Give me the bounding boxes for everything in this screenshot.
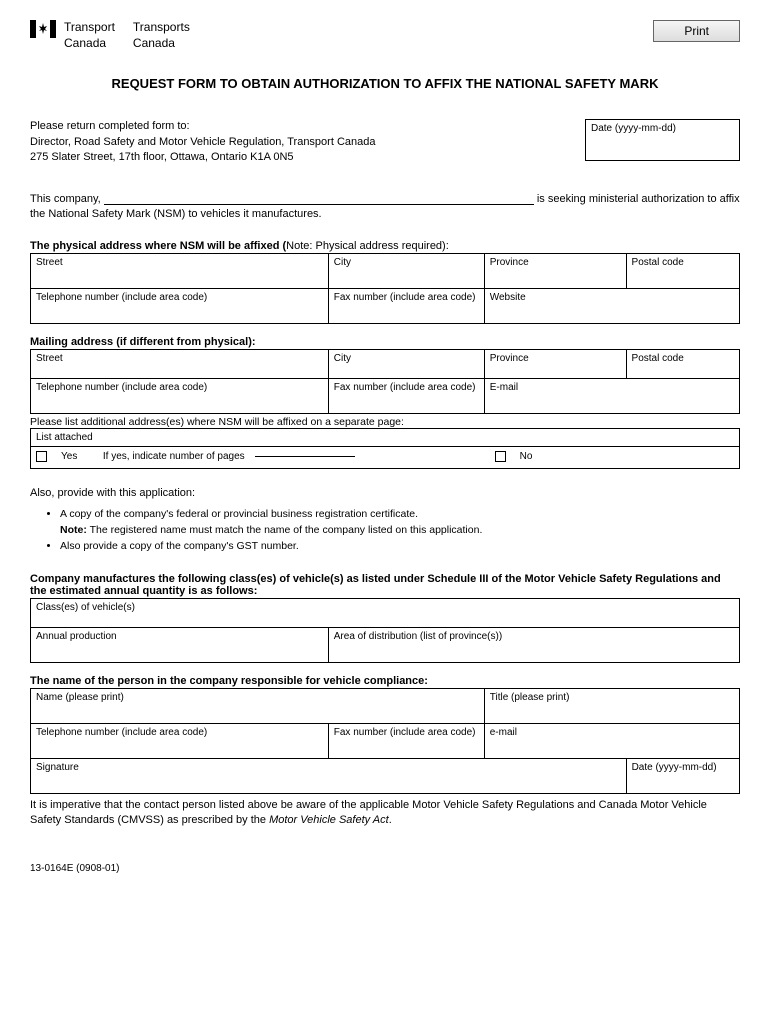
- return-line-3: 275 Slater Street, 17th floor, Ottawa, O…: [30, 150, 375, 165]
- provide-intro: Also, provide with this application:: [30, 487, 740, 499]
- pages-input[interactable]: [255, 456, 355, 457]
- classes-cell[interactable]: Class(es) of vehicle(s): [31, 598, 740, 627]
- annual-cell[interactable]: Annual production: [31, 627, 329, 662]
- no-label: No: [520, 451, 533, 462]
- physical-street[interactable]: Street: [31, 254, 329, 289]
- return-line-1: Please return completed form to:: [30, 119, 375, 134]
- mailing-tel[interactable]: Telephone number (include area code): [31, 379, 329, 414]
- person-title[interactable]: Title (please print): [484, 688, 739, 723]
- person-date[interactable]: Date (yyyy-mm-dd): [626, 758, 739, 793]
- header-left: Transport Canada Transports Canada: [30, 20, 190, 51]
- footer-text: It is imperative that the contact person…: [30, 798, 740, 829]
- person-heading: The name of the person in the company re…: [30, 675, 740, 687]
- mailing-fax[interactable]: Fax number (include area code): [328, 379, 484, 414]
- company-line-1: This company, is seeking ministerial aut…: [30, 193, 740, 205]
- return-line-2: Director, Road Safety and Motor Vehicle …: [30, 135, 375, 150]
- physical-city[interactable]: City: [328, 254, 484, 289]
- company-prefix: This company,: [30, 193, 101, 205]
- list-attached-row: Yes If yes, indicate number of pages No: [30, 447, 740, 469]
- yes-note: If yes, indicate number of pages: [103, 451, 245, 462]
- dept-fr-1: Transports: [133, 20, 190, 36]
- date-label: Date (yyyy-mm-dd): [591, 123, 676, 134]
- mailing-heading: Mailing address (if different from physi…: [30, 336, 740, 348]
- classes-heading: Company manufactures the following class…: [30, 573, 740, 597]
- provide-bullets: A copy of the company's federal or provi…: [60, 507, 740, 554]
- physical-address-table: Street City Province Postal code Telepho…: [30, 253, 740, 324]
- bullet-3: Also provide a copy of the company's GST…: [60, 539, 740, 555]
- no-checkbox[interactable]: [495, 451, 506, 462]
- department-names: Transport Canada Transports Canada: [64, 20, 190, 51]
- physical-postal[interactable]: Postal code: [626, 254, 739, 289]
- person-sig[interactable]: Signature: [31, 758, 627, 793]
- mailing-province[interactable]: Province: [484, 350, 626, 379]
- company-name-input[interactable]: [104, 204, 534, 205]
- yes-checkbox[interactable]: [36, 451, 47, 462]
- physical-fax[interactable]: Fax number (include area code): [328, 289, 484, 324]
- print-button[interactable]: Print: [653, 20, 740, 42]
- header-row: Transport Canada Transports Canada Print: [30, 20, 740, 51]
- company-line-2: the National Safety Mark (NSM) to vehicl…: [30, 208, 740, 220]
- physical-province[interactable]: Province: [484, 254, 626, 289]
- classes-table: Class(es) of vehicle(s) Annual productio…: [30, 598, 740, 663]
- mailing-city[interactable]: City: [328, 350, 484, 379]
- person-fax[interactable]: Fax number (include area code): [328, 723, 484, 758]
- person-name[interactable]: Name (please print): [31, 688, 485, 723]
- person-tel[interactable]: Telephone number (include area code): [31, 723, 329, 758]
- mailing-postal[interactable]: Postal code: [626, 350, 739, 379]
- dept-en-2: Canada: [64, 36, 115, 52]
- physical-website[interactable]: Website: [484, 289, 739, 324]
- bullet-2-note: Note:: [60, 524, 87, 536]
- mailing-street[interactable]: Street: [31, 350, 329, 379]
- return-address: Please return completed form to: Directo…: [30, 119, 375, 165]
- additional-text: Please list additional address(es) where…: [30, 416, 740, 428]
- area-cell[interactable]: Area of distribution (list of province(s…: [328, 627, 739, 662]
- date-box[interactable]: Date (yyyy-mm-dd): [585, 119, 740, 161]
- physical-tel[interactable]: Telephone number (include area code): [31, 289, 329, 324]
- mailing-email[interactable]: E-mail: [484, 379, 739, 414]
- form-title: REQUEST FORM TO OBTAIN AUTHORIZATION TO …: [30, 76, 740, 91]
- dept-en-1: Transport: [64, 20, 115, 36]
- return-row: Please return completed form to: Directo…: [30, 119, 740, 165]
- physical-heading: The physical address where NSM will be a…: [30, 240, 740, 252]
- person-table: Name (please print) Title (please print)…: [30, 688, 740, 794]
- bullet-1: A copy of the company's federal or provi…: [60, 507, 740, 523]
- bullet-2: The registered name must match the name …: [87, 524, 483, 536]
- list-attached-label: List attached: [30, 428, 740, 447]
- mailing-address-table: Street City Province Postal code Telepho…: [30, 349, 740, 414]
- yes-label: Yes: [61, 451, 77, 462]
- company-suffix: is seeking ministerial authorization to …: [537, 193, 740, 205]
- form-id: 13-0164E (0908-01): [30, 863, 740, 874]
- canada-flag-icon: [30, 20, 56, 38]
- dept-fr-2: Canada: [133, 36, 190, 52]
- person-email[interactable]: e-mail: [484, 723, 739, 758]
